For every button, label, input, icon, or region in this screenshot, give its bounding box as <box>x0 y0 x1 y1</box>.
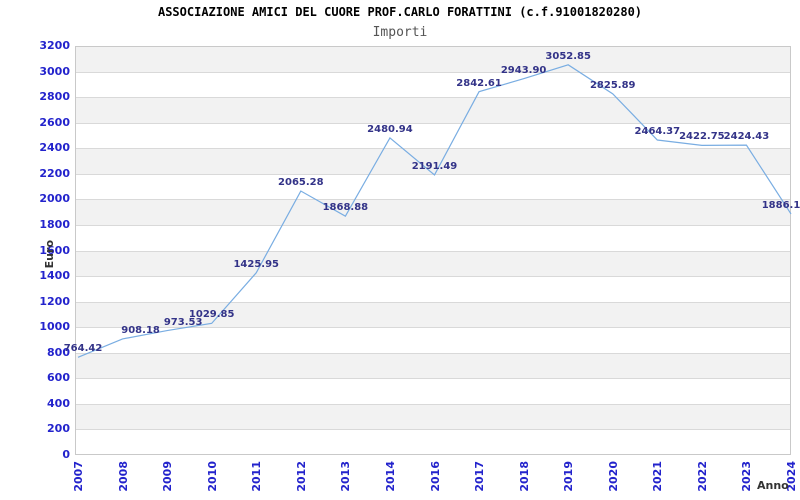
y-tick-label: 2800 <box>39 90 70 104</box>
x-tick-label: 2008 <box>116 461 130 492</box>
y-axis-title: Euro <box>43 240 56 269</box>
x-tick-label: 2009 <box>161 461 175 492</box>
y-tick-label: 1400 <box>39 269 70 283</box>
x-tick-label: 2023 <box>740 461 754 492</box>
point-label: 3052.85 <box>545 50 591 62</box>
y-tick-label: 1000 <box>39 320 70 334</box>
gridline <box>75 327 791 329</box>
x-tick-label: 2010 <box>205 461 219 492</box>
y-tick-label: 800 <box>47 345 70 359</box>
point-label: 2065.28 <box>278 177 324 189</box>
point-label: 973.53 <box>163 316 203 328</box>
chart-title: ASSOCIAZIONE AMICI DEL CUORE PROF.CARLO … <box>157 5 643 19</box>
y-tick-label: 2600 <box>39 115 70 129</box>
x-tick-label: 2019 <box>562 461 576 492</box>
gridline <box>75 97 791 99</box>
point-label: 2422.75 <box>679 131 725 143</box>
gridline <box>75 429 791 431</box>
point-label: 2480.94 <box>367 123 413 135</box>
y-tick-label: 200 <box>47 422 70 436</box>
grid-band <box>75 122 791 149</box>
data-line-svg <box>77 64 792 358</box>
gridline <box>75 403 791 405</box>
x-tick-label: 2014 <box>383 461 397 492</box>
y-tick-label: 1600 <box>39 243 70 257</box>
x-tick-label: 2011 <box>250 461 264 492</box>
point-label: 2842.61 <box>456 77 502 89</box>
y-tick-label: 2200 <box>39 166 70 180</box>
grid-band <box>75 173 791 200</box>
x-tick-label: 2013 <box>339 461 353 492</box>
y-tick-label: 1800 <box>39 217 70 231</box>
grid-band <box>75 250 791 277</box>
point-label: 2825.89 <box>589 79 636 91</box>
y-tick-label: 400 <box>47 396 70 410</box>
gridline <box>75 71 791 73</box>
gridline <box>75 301 791 303</box>
x-tick-label: 2016 <box>428 461 442 492</box>
grid-band <box>75 46 791 72</box>
plot-border <box>75 46 791 455</box>
x-tick-label: 2017 <box>473 461 487 492</box>
gridline <box>75 148 791 150</box>
gridline <box>75 276 791 278</box>
gridline <box>75 250 791 252</box>
data-line <box>77 64 792 358</box>
grid-band <box>75 97 791 123</box>
point-label: 2191.49 <box>411 160 458 172</box>
gridline <box>75 352 791 354</box>
x-tick-label: 2007 <box>72 461 85 492</box>
grid-band <box>75 352 791 379</box>
grid-band <box>75 378 791 404</box>
y-tick-label: 2000 <box>39 192 70 206</box>
grid-band <box>75 199 791 225</box>
x-tick-label: 2021 <box>651 461 665 492</box>
grid-band <box>75 301 791 328</box>
grid-band <box>75 276 791 302</box>
grid-band <box>75 327 791 353</box>
point-label: 1886.1 <box>761 199 800 211</box>
grid-band <box>75 429 791 455</box>
grid-band <box>75 71 791 98</box>
point-label: 2464.37 <box>634 126 681 138</box>
x-tick-label: 2020 <box>606 461 620 492</box>
gridline <box>75 224 791 226</box>
x-tick-label: 2022 <box>695 461 709 492</box>
plot-area <box>75 46 792 455</box>
gridline <box>75 378 791 380</box>
grid-band <box>75 148 791 174</box>
grid-band <box>75 224 791 251</box>
x-axis-title: Anno <box>757 479 789 492</box>
y-tick-label: 0 <box>62 448 70 461</box>
y-tick-label: 2400 <box>39 141 70 155</box>
chart-subtitle: Importi <box>372 25 428 40</box>
x-tick-label: 2012 <box>294 461 308 492</box>
grid-band <box>75 403 791 430</box>
point-label: 2424.43 <box>723 131 770 143</box>
x-tick-label: 2018 <box>517 461 531 492</box>
point-label: 1425.95 <box>233 258 280 270</box>
point-label: 908.18 <box>121 324 160 336</box>
y-tick-label: 3000 <box>39 64 70 78</box>
y-tick-label: 3200 <box>39 39 70 52</box>
point-label: 1868.88 <box>322 202 369 214</box>
gridline <box>75 199 791 201</box>
y-tick-label: 600 <box>47 371 70 385</box>
gridline <box>75 122 791 124</box>
point-label: 2943.90 <box>500 64 547 76</box>
point-label: 764.42 <box>63 343 103 355</box>
y-tick-label: 1200 <box>39 294 70 308</box>
point-label: 1029.85 <box>188 309 235 321</box>
